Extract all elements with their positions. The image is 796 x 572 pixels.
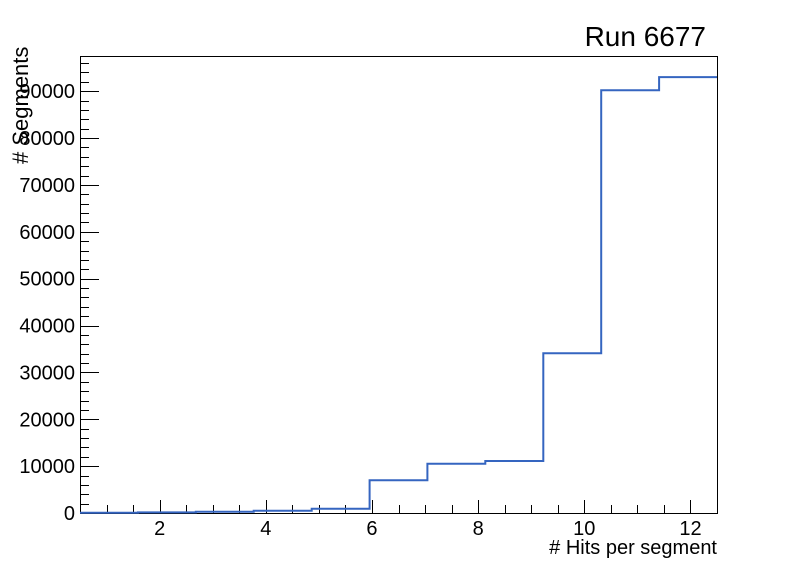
- x-tick-label: 2: [154, 518, 165, 540]
- x-tick-label: 12: [679, 518, 701, 540]
- y-tick-label: 0: [64, 503, 75, 525]
- y-tick-label: 70000: [19, 175, 75, 197]
- y-tick-label: 90000: [19, 81, 75, 103]
- plot-frame: [80, 56, 718, 514]
- y-tick-label: 20000: [19, 409, 75, 431]
- y-tick-label: 50000: [19, 269, 75, 291]
- y-tick-label: 10000: [19, 456, 75, 478]
- x-tick-label: 10: [573, 518, 595, 540]
- x-axis-title: # Hits per segment: [549, 537, 717, 559]
- y-tick-label: 40000: [19, 316, 75, 338]
- x-tick-label: 6: [366, 518, 377, 540]
- x-tick-label: 8: [473, 518, 484, 540]
- plot-title: Run 6677: [584, 21, 706, 52]
- y-tick-label: 30000: [19, 362, 75, 384]
- y-tick-label: 80000: [19, 128, 75, 150]
- y-axis-title: # Segments: [8, 46, 33, 164]
- histogram-step-line: [80, 76, 717, 514]
- y-tick-label: 60000: [19, 222, 75, 244]
- x-tick-label: 4: [260, 518, 271, 540]
